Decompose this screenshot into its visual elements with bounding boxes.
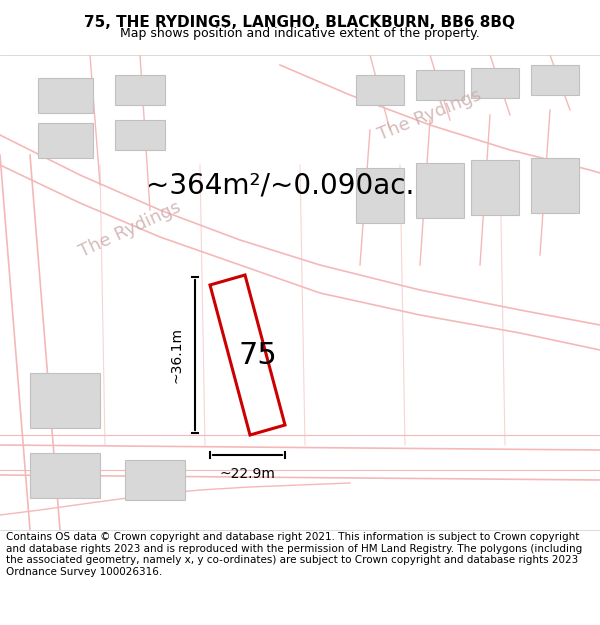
Polygon shape	[210, 275, 285, 435]
Bar	[30, 452, 100, 498]
Text: Contains OS data © Crown copyright and database right 2021. This information is : Contains OS data © Crown copyright and d…	[6, 532, 582, 577]
Bar	[471, 68, 519, 98]
Text: The Rydings: The Rydings	[76, 199, 184, 261]
Text: 75, THE RYDINGS, LANGHO, BLACKBURN, BB6 8BQ: 75, THE RYDINGS, LANGHO, BLACKBURN, BB6 …	[85, 16, 515, 31]
Bar	[416, 70, 464, 100]
Bar	[471, 159, 519, 214]
Text: Map shows position and indicative extent of the property.: Map shows position and indicative extent…	[120, 27, 480, 39]
Text: 75: 75	[238, 341, 277, 369]
Bar	[125, 460, 185, 500]
Bar	[37, 122, 92, 158]
Bar	[416, 162, 464, 217]
Bar	[30, 372, 100, 428]
Text: The Rydings: The Rydings	[376, 86, 484, 144]
Bar	[356, 168, 404, 222]
Bar	[37, 78, 92, 112]
Bar	[356, 75, 404, 105]
Text: ~36.1m: ~36.1m	[169, 327, 183, 383]
Text: ~22.9m: ~22.9m	[220, 467, 275, 481]
Bar	[531, 158, 579, 212]
Bar	[115, 120, 165, 150]
Bar	[531, 65, 579, 95]
Text: ~364m²/~0.090ac.: ~364m²/~0.090ac.	[146, 171, 414, 199]
Bar	[115, 75, 165, 105]
